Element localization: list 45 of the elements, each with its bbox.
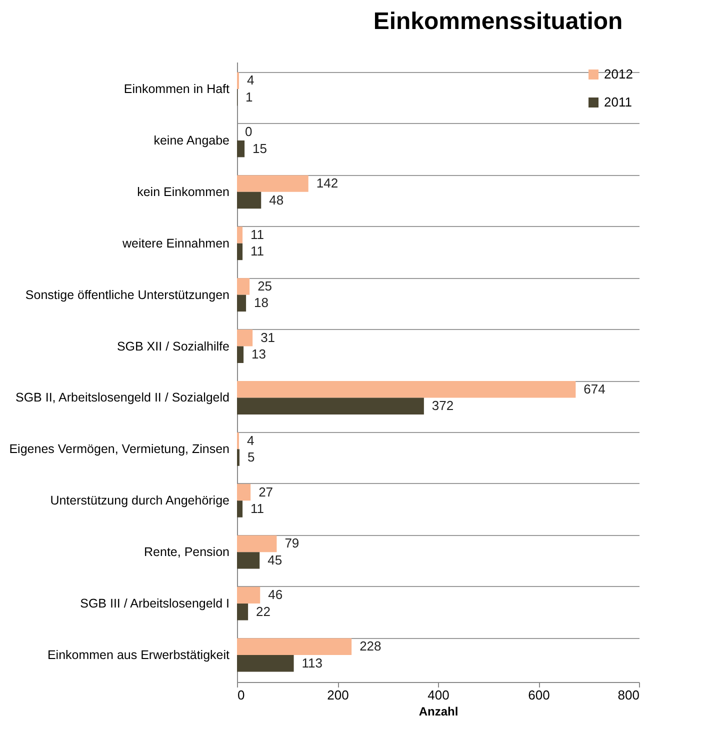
data-label: 228 xyxy=(360,638,382,654)
y-tick-label: weitere Einnahmen xyxy=(121,236,230,250)
data-label: 79 xyxy=(284,536,300,551)
x-tick-label: 400 xyxy=(428,688,450,702)
data-label: 674 xyxy=(584,381,606,396)
y-tick-label: Einkommen aus Erwerbstätigkeit xyxy=(47,648,230,662)
y-tick-label: Rente, Pension xyxy=(144,545,230,560)
data-label: 5 xyxy=(248,450,255,465)
y-tick-label: SGB III / Arbeitslosengeld I xyxy=(80,596,230,611)
y-tick-label: SGB XII / Sozialhilfe xyxy=(116,339,230,354)
x-tick-label: 0 xyxy=(238,688,245,702)
x-axis-title: Anzahl xyxy=(418,704,458,718)
data-label: 31 xyxy=(260,330,276,345)
data-label: 15 xyxy=(252,140,268,156)
x-tick-label: 600 xyxy=(528,688,550,702)
data-label: 13 xyxy=(252,346,266,362)
data-label: 18 xyxy=(254,295,269,310)
data-label: 27 xyxy=(258,484,274,500)
data-label: 0 xyxy=(245,124,252,140)
chart-title: Einkommenssituation xyxy=(373,8,623,35)
data-label: 1 xyxy=(246,89,253,104)
data-label: 11 xyxy=(250,227,264,242)
y-tick-label: keine Angabe xyxy=(154,133,230,148)
data-label: 142 xyxy=(316,176,338,191)
y-tick-label: Einkommen in Haft xyxy=(124,82,230,96)
y-tick-label: Unterstützung durch Angehörige xyxy=(50,494,230,508)
data-label: 48 xyxy=(269,192,284,208)
data-label: 372 xyxy=(432,398,454,414)
data-label: 4 xyxy=(247,432,254,448)
x-tick-label: 800 xyxy=(618,688,640,702)
legend-label: 2011 xyxy=(604,94,632,110)
data-label: 46 xyxy=(268,587,283,602)
y-tick-label: SGB II, Arbeitslosengeld II / Sozialgeld xyxy=(15,390,230,405)
legend-label: 2012 xyxy=(604,66,633,82)
data-label: 4 xyxy=(247,72,254,88)
y-tick-label: Sonstige öffentliche Unterstützungen xyxy=(25,288,230,302)
data-label: 11 xyxy=(250,244,264,259)
y-tick-label: Eigenes Vermögen, Vermietung, Zinsen xyxy=(9,442,230,456)
data-label: 22 xyxy=(256,604,271,619)
data-label: 25 xyxy=(258,278,272,294)
x-tick-label: 200 xyxy=(327,688,349,702)
data-label: 113 xyxy=(302,655,323,670)
data-label: 11 xyxy=(250,500,264,516)
data-label: 45 xyxy=(268,552,282,568)
y-tick-label: kein Einkommen xyxy=(137,184,230,199)
